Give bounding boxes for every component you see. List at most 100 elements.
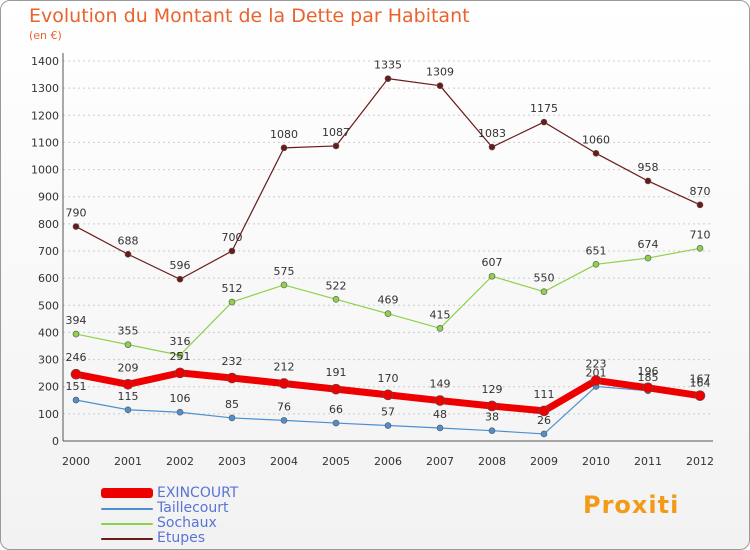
x-tick-label: 2003	[218, 455, 246, 468]
y-tick-label: 1200	[31, 109, 59, 122]
y-tick-label: 1100	[31, 136, 59, 149]
legend-swatch-sochaux	[101, 523, 153, 525]
data-point-exincourt	[278, 378, 290, 389]
data-point-sochaux	[176, 351, 184, 359]
data-point-taillecourt	[176, 408, 184, 416]
data-point-sochaux	[72, 330, 80, 338]
data-label-etupes: 1060	[582, 133, 610, 146]
x-tick-label: 2009	[530, 455, 558, 468]
y-tick-label: 1300	[31, 82, 59, 95]
data-label-etupes: 1309	[426, 66, 454, 79]
data-label-taillecourt: 38	[485, 411, 499, 424]
data-label-etupes: 596	[170, 259, 191, 272]
x-tick-label: 2006	[374, 455, 402, 468]
data-label-sochaux: 550	[534, 272, 555, 285]
data-point-exincourt	[486, 400, 498, 412]
data-label-taillecourt: 115	[118, 390, 139, 403]
data-point-sochaux	[384, 310, 392, 318]
data-label-exincourt: 129	[482, 383, 503, 396]
data-point-etupes	[228, 247, 236, 255]
data-point-exincourt	[694, 390, 706, 401]
legend-label-exincourt: EXINCOURT	[157, 485, 239, 501]
data-point-sochaux	[592, 260, 600, 268]
data-point-sochaux	[280, 281, 288, 289]
data-label-sochaux: 316	[170, 335, 191, 348]
data-point-exincourt	[434, 395, 446, 406]
legend-label-etupes: Etupes	[157, 530, 206, 546]
legend-label-sochaux: Sochaux	[157, 515, 217, 531]
legend-swatch-exincourt	[101, 488, 153, 498]
data-label-etupes: 1083	[478, 127, 506, 140]
data-point-sochaux	[228, 298, 236, 306]
data-point-taillecourt	[228, 414, 236, 422]
data-point-sochaux	[696, 244, 704, 252]
data-point-taillecourt	[540, 430, 548, 438]
y-tick-label: 700	[38, 245, 59, 258]
y-tick-label: 800	[38, 218, 59, 231]
y-tick-label: 900	[38, 191, 59, 204]
data-label-taillecourt: 48	[433, 408, 447, 421]
x-tick-label: 2011	[634, 455, 662, 468]
legend-swatch-etupes	[101, 538, 153, 540]
data-point-etupes	[696, 201, 704, 209]
data-label-etupes: 688	[118, 234, 139, 247]
data-point-exincourt	[70, 368, 82, 380]
data-label-exincourt: 246	[66, 351, 87, 364]
data-label-etupes: 1080	[270, 128, 298, 141]
legend-label-taillecourt: Taillecourt	[157, 500, 229, 516]
y-tick-label: 300	[38, 354, 59, 367]
data-label-sochaux: 512	[222, 282, 243, 295]
y-tick-label: 600	[38, 272, 59, 285]
data-label-etupes: 700	[222, 231, 243, 244]
data-point-etupes	[280, 144, 288, 152]
data-label-taillecourt: 26	[537, 414, 551, 427]
data-label-etupes: 1335	[374, 59, 402, 72]
data-label-sochaux: 355	[118, 325, 139, 338]
data-point-exincourt	[122, 378, 134, 390]
data-label-taillecourt: 85	[225, 398, 239, 411]
data-label-sochaux: 394	[66, 314, 87, 327]
data-point-etupes	[72, 223, 80, 230]
data-label-sochaux: 674	[638, 238, 659, 251]
data-label-exincourt: 191	[326, 366, 347, 379]
data-point-exincourt	[590, 375, 602, 386]
x-tick-label: 2012	[686, 455, 714, 468]
data-point-etupes	[124, 250, 132, 258]
data-point-sochaux	[644, 254, 652, 262]
data-label-sochaux: 522	[326, 279, 347, 292]
data-point-etupes	[384, 75, 392, 82]
x-tick-label: 2005	[322, 455, 350, 468]
data-point-exincourt	[226, 372, 238, 384]
data-label-etupes: 1087	[322, 126, 350, 139]
data-point-taillecourt	[124, 406, 132, 414]
x-tick-label: 2002	[166, 455, 194, 468]
y-tick-label: 400	[38, 326, 59, 339]
data-label-exincourt: 196	[638, 365, 659, 378]
legend-swatch-taillecourt	[101, 508, 153, 510]
data-point-etupes	[332, 142, 340, 150]
data-label-taillecourt: 201	[586, 366, 607, 379]
data-point-sochaux	[436, 325, 444, 332]
data-label-exincourt: 251	[170, 350, 191, 363]
x-tick-label: 2004	[270, 455, 298, 468]
data-label-exincourt: 212	[274, 360, 295, 373]
data-label-sochaux: 469	[378, 294, 399, 307]
data-point-exincourt	[538, 405, 550, 417]
data-label-taillecourt: 66	[329, 403, 343, 416]
y-tick-label: 1000	[31, 164, 59, 177]
y-tick-label: 100	[38, 408, 59, 421]
data-point-etupes	[540, 118, 548, 126]
data-point-etupes	[592, 149, 600, 157]
data-label-taillecourt: 164	[690, 376, 711, 389]
y-tick-label: 200	[38, 381, 59, 394]
data-point-sochaux	[124, 341, 132, 348]
data-label-taillecourt: 151	[66, 380, 87, 393]
data-label-etupes: 790	[66, 207, 87, 220]
data-label-sochaux: 651	[586, 244, 607, 257]
data-label-sochaux: 415	[430, 308, 451, 321]
data-point-etupes	[644, 177, 652, 185]
data-label-exincourt: 167	[690, 373, 711, 386]
data-label-exincourt: 149	[430, 378, 451, 391]
x-tick-label: 2007	[426, 455, 454, 468]
